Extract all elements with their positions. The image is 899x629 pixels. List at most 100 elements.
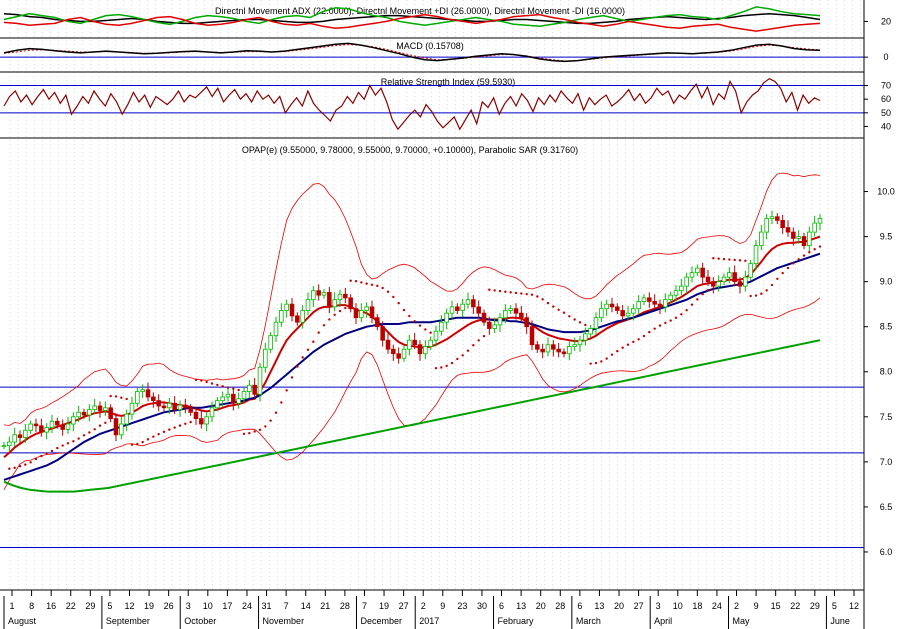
sar-dot — [274, 411, 278, 414]
candle-body — [380, 326, 385, 341]
candle-body — [721, 276, 727, 283]
sar-dot — [152, 435, 155, 438]
candle-body — [455, 306, 460, 311]
sar-dot — [418, 324, 422, 327]
candle-body — [236, 398, 241, 404]
candle-body — [172, 402, 177, 410]
x-day-label: 7 — [362, 601, 367, 611]
sar-dot — [589, 362, 592, 365]
candle-body — [343, 293, 348, 299]
candle-body — [407, 339, 412, 350]
rsi-tick-label: 60 — [881, 94, 891, 104]
candle-body — [524, 317, 529, 328]
sar-dot — [616, 349, 619, 353]
sar-dot — [482, 334, 486, 338]
candle-body — [775, 216, 780, 221]
sar-dot — [770, 283, 774, 287]
sar-dot — [498, 289, 502, 293]
rsi-tick-label: 40 — [881, 121, 891, 131]
candle-body — [636, 301, 641, 310]
candle-body — [97, 405, 103, 411]
candle-body — [401, 348, 407, 359]
sar-dot — [610, 353, 614, 356]
candle-body — [327, 292, 332, 308]
x-day-label: 30 — [477, 601, 487, 611]
price-tick-label: 6.0 — [880, 547, 893, 557]
candle-body — [188, 407, 193, 413]
sar-dot — [664, 321, 667, 325]
sar-dot — [141, 440, 144, 444]
x-day-label: 9 — [440, 601, 445, 611]
candle-body — [151, 396, 156, 401]
x-month-label: February — [498, 616, 535, 626]
sar-dot — [72, 440, 75, 443]
sar-dot — [722, 257, 726, 261]
sar-dot — [114, 395, 118, 398]
sar-dot — [744, 259, 747, 262]
sar-dot — [125, 397, 128, 401]
sar-dot — [24, 463, 27, 466]
sar-dot — [237, 388, 240, 392]
candle-body — [732, 272, 737, 283]
x-day-label: 6 — [499, 601, 504, 611]
dmi-line-di — [3, 13, 821, 32]
candle-body — [663, 299, 668, 308]
sar-dot — [696, 298, 699, 301]
candle-body — [39, 425, 44, 433]
x-axis: 1 8 16 22 29 5 12 19 26 3 10 17 24 31 7 14 21 28 7 19 27 2 9 23… — [3, 590, 859, 629]
x-day-label: 2 — [421, 601, 426, 611]
candle-body — [748, 263, 753, 278]
sar-dot — [450, 361, 454, 365]
candle-body — [449, 306, 455, 314]
sar-dot — [648, 330, 651, 334]
x-day-label: 27 — [399, 601, 409, 611]
x-day-label: 9 — [754, 601, 759, 611]
sar-dot — [328, 318, 331, 321]
candle-body — [727, 272, 732, 278]
x-day-label: 21 — [320, 601, 330, 611]
sar-dot — [226, 386, 230, 389]
candle-body — [124, 413, 129, 425]
candle-body — [49, 420, 55, 429]
sar-dot — [525, 292, 528, 296]
sar-dot — [434, 366, 438, 370]
sar-dot — [333, 313, 336, 316]
sar-dot — [461, 354, 464, 357]
sar-dot — [557, 308, 560, 311]
x-day-label: 16 — [46, 601, 56, 611]
sar-dot — [376, 284, 379, 288]
x-day-label: 5 — [107, 601, 112, 611]
sar-dot — [258, 428, 262, 432]
sar-dot — [50, 449, 54, 453]
x-month-label: September — [106, 616, 150, 626]
candle-body — [609, 303, 615, 308]
price-tick-label: 9.0 — [880, 277, 893, 287]
candle-body — [652, 301, 657, 305]
x-day-label: 27 — [634, 601, 644, 611]
sar-dot — [216, 383, 219, 387]
candle-body — [668, 294, 673, 301]
candle-body — [55, 420, 60, 426]
x-day-label: 3 — [186, 601, 191, 611]
candle-body — [641, 297, 647, 302]
overlay-ma-50 — [3, 252, 821, 481]
candle-body — [316, 290, 321, 296]
candle-body — [375, 317, 380, 328]
rsi-tick-label: 70 — [881, 81, 891, 91]
candle-body — [220, 396, 225, 401]
sar-dot — [322, 324, 326, 327]
x-day-label: 8 — [29, 601, 34, 611]
candle-body — [492, 324, 497, 329]
sar-dot — [248, 431, 251, 435]
candle-body — [359, 310, 364, 319]
candle-body — [263, 348, 268, 368]
candle-body — [103, 407, 108, 411]
sar-dot — [8, 467, 11, 470]
price-tick-label: 9.5 — [880, 232, 893, 242]
x-day-label: 20 — [536, 601, 546, 611]
sar-dot — [632, 340, 635, 344]
sar-dot — [472, 344, 475, 347]
sar-dot — [568, 315, 571, 318]
overlay-ma-20 — [3, 235, 821, 459]
sar-dot — [424, 328, 427, 331]
